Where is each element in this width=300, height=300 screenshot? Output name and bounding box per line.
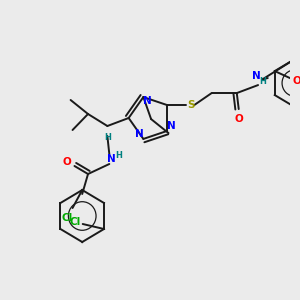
Text: O: O	[62, 157, 71, 167]
Text: O: O	[234, 114, 243, 124]
Text: N: N	[252, 71, 260, 81]
Text: H: H	[260, 76, 266, 85]
Text: N: N	[107, 154, 116, 164]
Text: Cl: Cl	[61, 213, 72, 223]
Text: Cl: Cl	[69, 217, 81, 227]
Text: N: N	[143, 96, 152, 106]
Text: H: H	[104, 134, 111, 142]
Text: N: N	[135, 129, 144, 139]
Text: N: N	[167, 121, 176, 131]
Text: S: S	[188, 100, 195, 110]
Text: H: H	[116, 152, 122, 160]
Text: O: O	[292, 76, 300, 86]
